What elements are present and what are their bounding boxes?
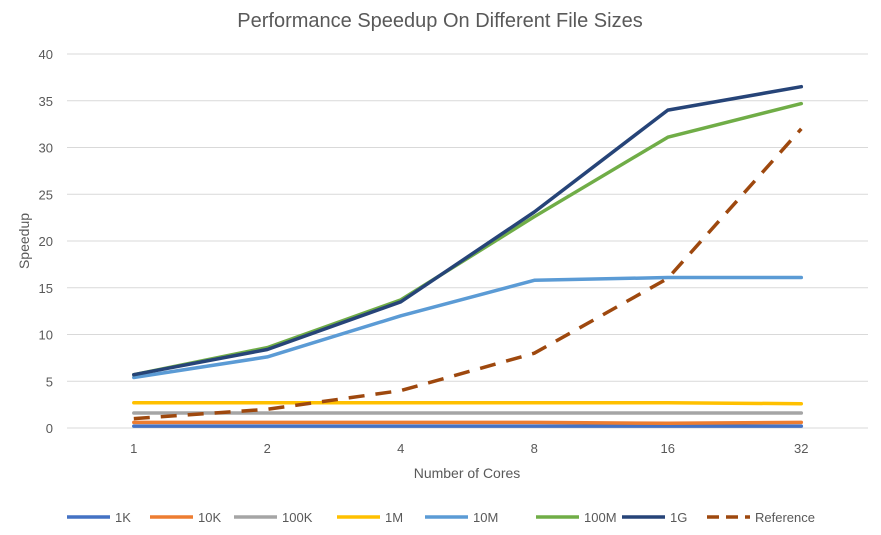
legend-label: Reference [755,510,815,525]
gridlines [67,53,868,429]
legend-label: 10K [198,510,221,525]
x-axis-ticks: 1 2 4 8 16 32 [130,441,808,456]
series-line-reference [133,127,803,421]
x-tick-label: 2 [264,441,271,456]
y-tick-label: 5 [46,374,53,389]
y-tick-label: 0 [46,421,53,436]
x-tick-label: 1 [130,441,137,456]
x-tick-label: 32 [794,441,808,456]
legend-label: 1M [385,510,403,525]
series-lines [132,84,804,428]
y-tick-label: 25 [39,187,53,202]
y-axis-ticks: 0 5 10 15 20 25 30 35 40 [39,47,53,436]
chart-title: Performance Speedup On Different File Si… [237,10,642,32]
y-tick-label: 35 [39,94,53,109]
y-tick-label: 30 [39,141,53,156]
y-axis-label: Speedup [16,213,32,269]
y-tick-label: 20 [39,234,53,249]
legend: 1K 10K 100K 1M 10M 100M 1G Reference [67,510,815,525]
legend-label: 1G [670,510,687,525]
x-tick-label: 8 [531,441,538,456]
legend-label: 100K [282,510,313,525]
legend-label: 10M [473,510,498,525]
y-tick-label: 15 [39,281,53,296]
legend-label: 100M [584,510,617,525]
x-tick-label: 4 [397,441,404,456]
series-line-1m [132,401,804,406]
series-line-1g [132,84,804,377]
x-tick-label: 16 [661,441,675,456]
x-axis-label: Number of Cores [414,465,521,481]
legend-label: 1K [115,510,131,525]
y-tick-label: 40 [39,47,53,62]
y-tick-label: 10 [39,328,53,343]
series-line-10k [132,420,804,426]
series-line-10m [132,275,804,380]
